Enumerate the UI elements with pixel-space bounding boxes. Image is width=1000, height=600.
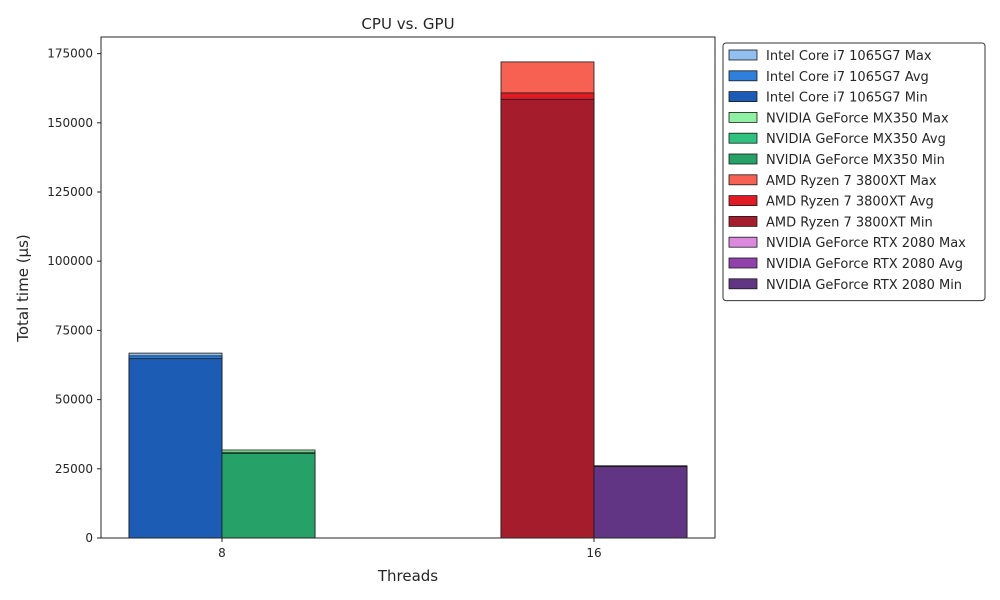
x-tick-label: 8 [218, 546, 226, 560]
legend-entry: NVIDIA GeForce MX350 Avg [766, 132, 946, 147]
legend-entry: NVIDIA GeForce RTX 2080 Avg [766, 257, 963, 272]
bar-intel-core-i7-1065g7-min [128, 358, 223, 539]
legend-swatch [728, 112, 758, 123]
y-tick-label: 25000 [55, 462, 93, 476]
legend-swatch [728, 195, 758, 207]
bar-amd-ryzen-7-3800xt-min [500, 98, 595, 539]
bar-nvidia-geforce-rtx-2080-min [593, 466, 688, 539]
y-tick-label: 150000 [47, 116, 93, 130]
x-tick-label: 16 [586, 546, 601, 560]
bar-nvidia-geforce-mx350-min [221, 453, 316, 539]
legend-swatch [728, 215, 758, 227]
legend-entry: NVIDIA GeForce RTX 2080 Max [766, 236, 966, 251]
legend-swatch [728, 132, 758, 144]
legend-swatch [728, 91, 758, 102]
plot-area [100, 36, 716, 539]
legend-entry: Intel Core i7 1065G7 Avg [766, 70, 929, 85]
legend-swatch [728, 153, 758, 165]
legend-swatch [728, 278, 758, 290]
legend-entry: NVIDIA GeForce MX350 Min [766, 153, 945, 168]
legend-swatch [728, 49, 758, 61]
legend-swatch [728, 70, 758, 82]
y-axis: 0 25000 50000 75000 100000 125000 150000 175000 [47, 47, 101, 545]
legend-entry: Intel Core i7 1065G7 Min [766, 91, 928, 106]
legend-swatch [728, 257, 758, 269]
chart-title: CPU vs. GPU [361, 15, 454, 33]
y-tick-label: 75000 [55, 323, 93, 337]
legend-entry: AMD Ryzen 7 3800XT Max [766, 174, 937, 189]
legend-entry: NVIDIA GeForce RTX 2080 Min [766, 278, 962, 293]
x-axis: 8 16 [218, 538, 602, 560]
legend-box [722, 42, 986, 302]
plot-frame [100, 36, 716, 539]
y-tick-label: 100000 [47, 254, 93, 268]
legend-entry: AMD Ryzen 7 3800XT Min [766, 215, 933, 230]
legend-entry: AMD Ryzen 7 3800XT Avg [766, 195, 934, 210]
y-tick-label: 175000 [47, 47, 93, 61]
y-tick-label: 125000 [47, 185, 93, 199]
x-axis-label: Threads [377, 567, 438, 585]
y-tick-label: 50000 [55, 393, 93, 407]
legend-entry: Intel Core i7 1065G7 Max [766, 49, 932, 64]
legend: Intel Core i7 1065G7 Max Intel Core i7 10… [722, 42, 986, 302]
y-tick-label: 0 [85, 531, 93, 545]
y-axis-label: Total time (µs) [14, 234, 32, 343]
legend-entry: NVIDIA GeForce MX350 Max [766, 111, 949, 126]
legend-swatch [728, 236, 758, 248]
legend-swatch [728, 174, 758, 186]
